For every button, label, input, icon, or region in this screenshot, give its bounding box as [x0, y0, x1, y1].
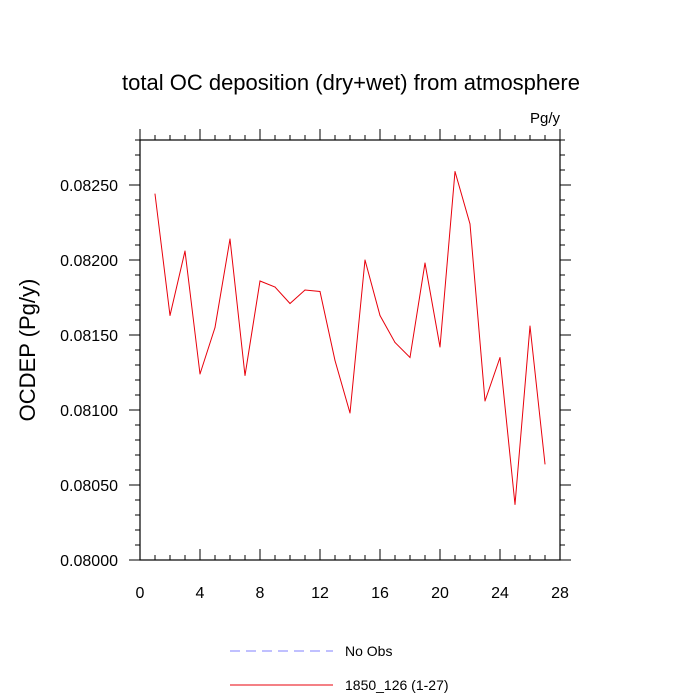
x-tick-label: 0	[136, 585, 145, 602]
y-tick-label: 0.08200	[60, 253, 118, 270]
data-point	[274, 286, 276, 288]
data-point	[499, 357, 501, 358]
data-point	[154, 193, 156, 195]
legend: No Obs 1850_126 (1-27)	[230, 643, 449, 693]
chart-title: total OC deposition (dry+wet) from atmos…	[122, 70, 580, 95]
data-point	[244, 375, 246, 376]
data-point	[469, 223, 471, 225]
x-tick-label: 24	[491, 585, 509, 602]
data-point	[169, 315, 171, 316]
y-axis-label: OCDEP (Pg/y)	[15, 279, 40, 422]
data-point	[319, 291, 321, 292]
y-tick-label: 0.08050	[60, 478, 118, 495]
data-point	[394, 342, 396, 343]
series-line	[154, 171, 546, 505]
data-point	[229, 238, 231, 240]
data-point	[349, 412, 351, 414]
x-tick-label: 8	[256, 585, 265, 602]
x-tick-label: 12	[311, 585, 329, 602]
data-point	[214, 327, 216, 328]
data-point	[334, 360, 336, 361]
units-label: Pg/y	[530, 110, 561, 127]
data-point	[304, 289, 306, 291]
data-point	[289, 303, 291, 304]
data-point	[439, 346, 441, 348]
data-point	[424, 262, 426, 264]
data-point	[409, 357, 411, 358]
data-point	[199, 373, 201, 375]
axis-ticks: 0 4 8 12 16 20 24 28 0.08000 0.08050 0.08100 0.0815…	[60, 129, 571, 602]
data-point	[364, 259, 366, 261]
x-tick-label: 20	[431, 585, 449, 602]
x-tick-label: 4	[196, 585, 205, 602]
y-tick-label: 0.08000	[60, 553, 118, 570]
x-tick-label: 16	[371, 585, 389, 602]
data-point	[544, 463, 546, 465]
data-point	[484, 400, 486, 402]
data-point	[259, 280, 261, 282]
data-point	[184, 250, 186, 252]
data-point	[454, 171, 456, 172]
legend-label: No Obs	[345, 643, 392, 659]
x-tick-label: 28	[551, 585, 569, 602]
y-tick-label: 0.08100	[60, 403, 118, 420]
data-point	[379, 315, 381, 316]
plot-frame	[139, 139, 561, 561]
y-tick-label: 0.08150	[60, 328, 118, 345]
data-point	[529, 325, 531, 327]
legend-label: 1850_126 (1-27)	[345, 677, 449, 693]
data-point	[514, 504, 516, 505]
plot-series	[154, 171, 546, 505]
y-tick-label: 0.08250	[60, 178, 118, 195]
